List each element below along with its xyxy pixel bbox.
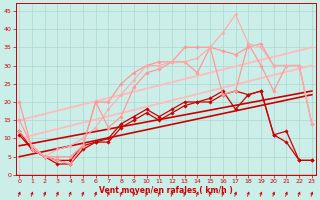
X-axis label: Vent moyen/en rafales ( km/h ): Vent moyen/en rafales ( km/h ) <box>99 186 232 195</box>
